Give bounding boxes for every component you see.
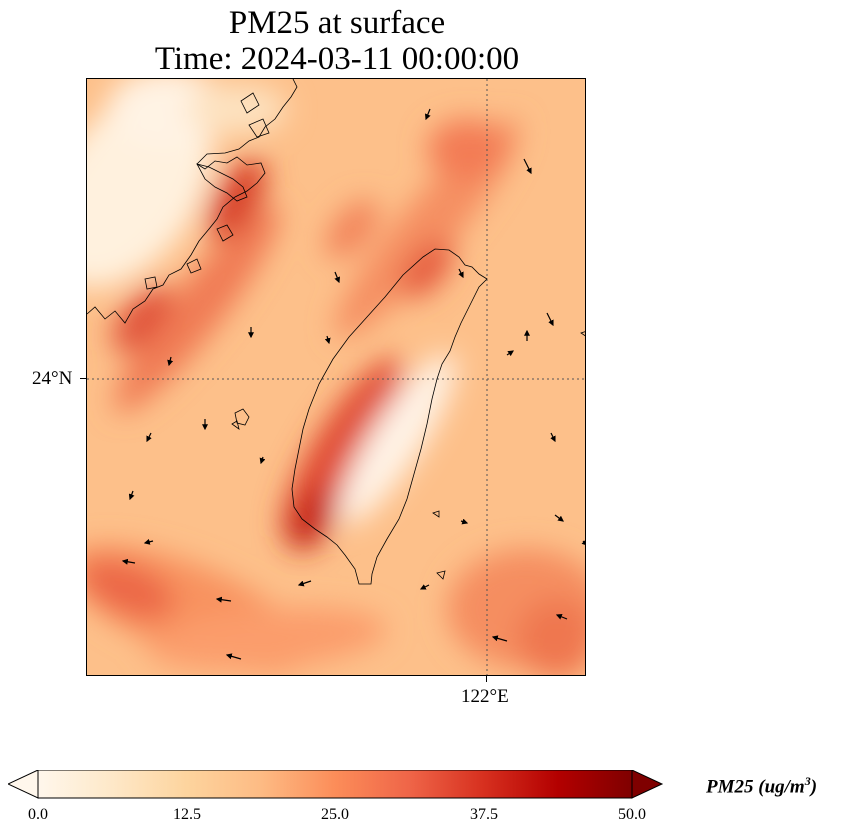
latitude-tick-mark: [80, 378, 86, 379]
map-time-subtitle: Time: 2024-03-11 00:00:00: [154, 41, 520, 77]
longitude-tick-mark: [486, 676, 487, 682]
graticule: [87, 79, 585, 675]
longitude-tick-label: 122°E: [461, 686, 509, 707]
colorbar-tick-label: 0.0: [28, 806, 48, 823]
colorbar-gradient: [37, 770, 633, 799]
mainland-island-coast: [196, 163, 248, 202]
colorbar-tick-label: 50.0: [618, 806, 646, 823]
colorbar-label-text: PM25 (ug/m: [706, 776, 805, 798]
map-title: PM25 at surface: [228, 5, 446, 41]
east-islet: [432, 510, 440, 518]
colorbar-tick-label: 25.0: [321, 806, 349, 823]
colorbar-label: PM25 (ug/m3): [706, 774, 817, 798]
pm25-concentration-field: [87, 79, 585, 675]
colorbar-min-extend: [8, 770, 39, 799]
latitude-tick-label: 24°N: [32, 368, 73, 389]
wind-vectors: [121, 108, 585, 660]
colorbar-tick-label: 12.5: [173, 806, 201, 823]
map-canvas: [87, 79, 585, 675]
colorbar-label-close: ): [810, 776, 818, 798]
taiwan-coastline: [291, 248, 488, 585]
colorbar: [8, 770, 664, 799]
colorbar-max-extend: [631, 770, 664, 799]
colorbar-tick-label: 37.5: [470, 806, 498, 823]
mainland-coastline: [87, 79, 298, 324]
map-panel: [86, 78, 586, 676]
colorbar-label-exponent: 3: [804, 774, 811, 788]
coastlines: [87, 79, 585, 585]
